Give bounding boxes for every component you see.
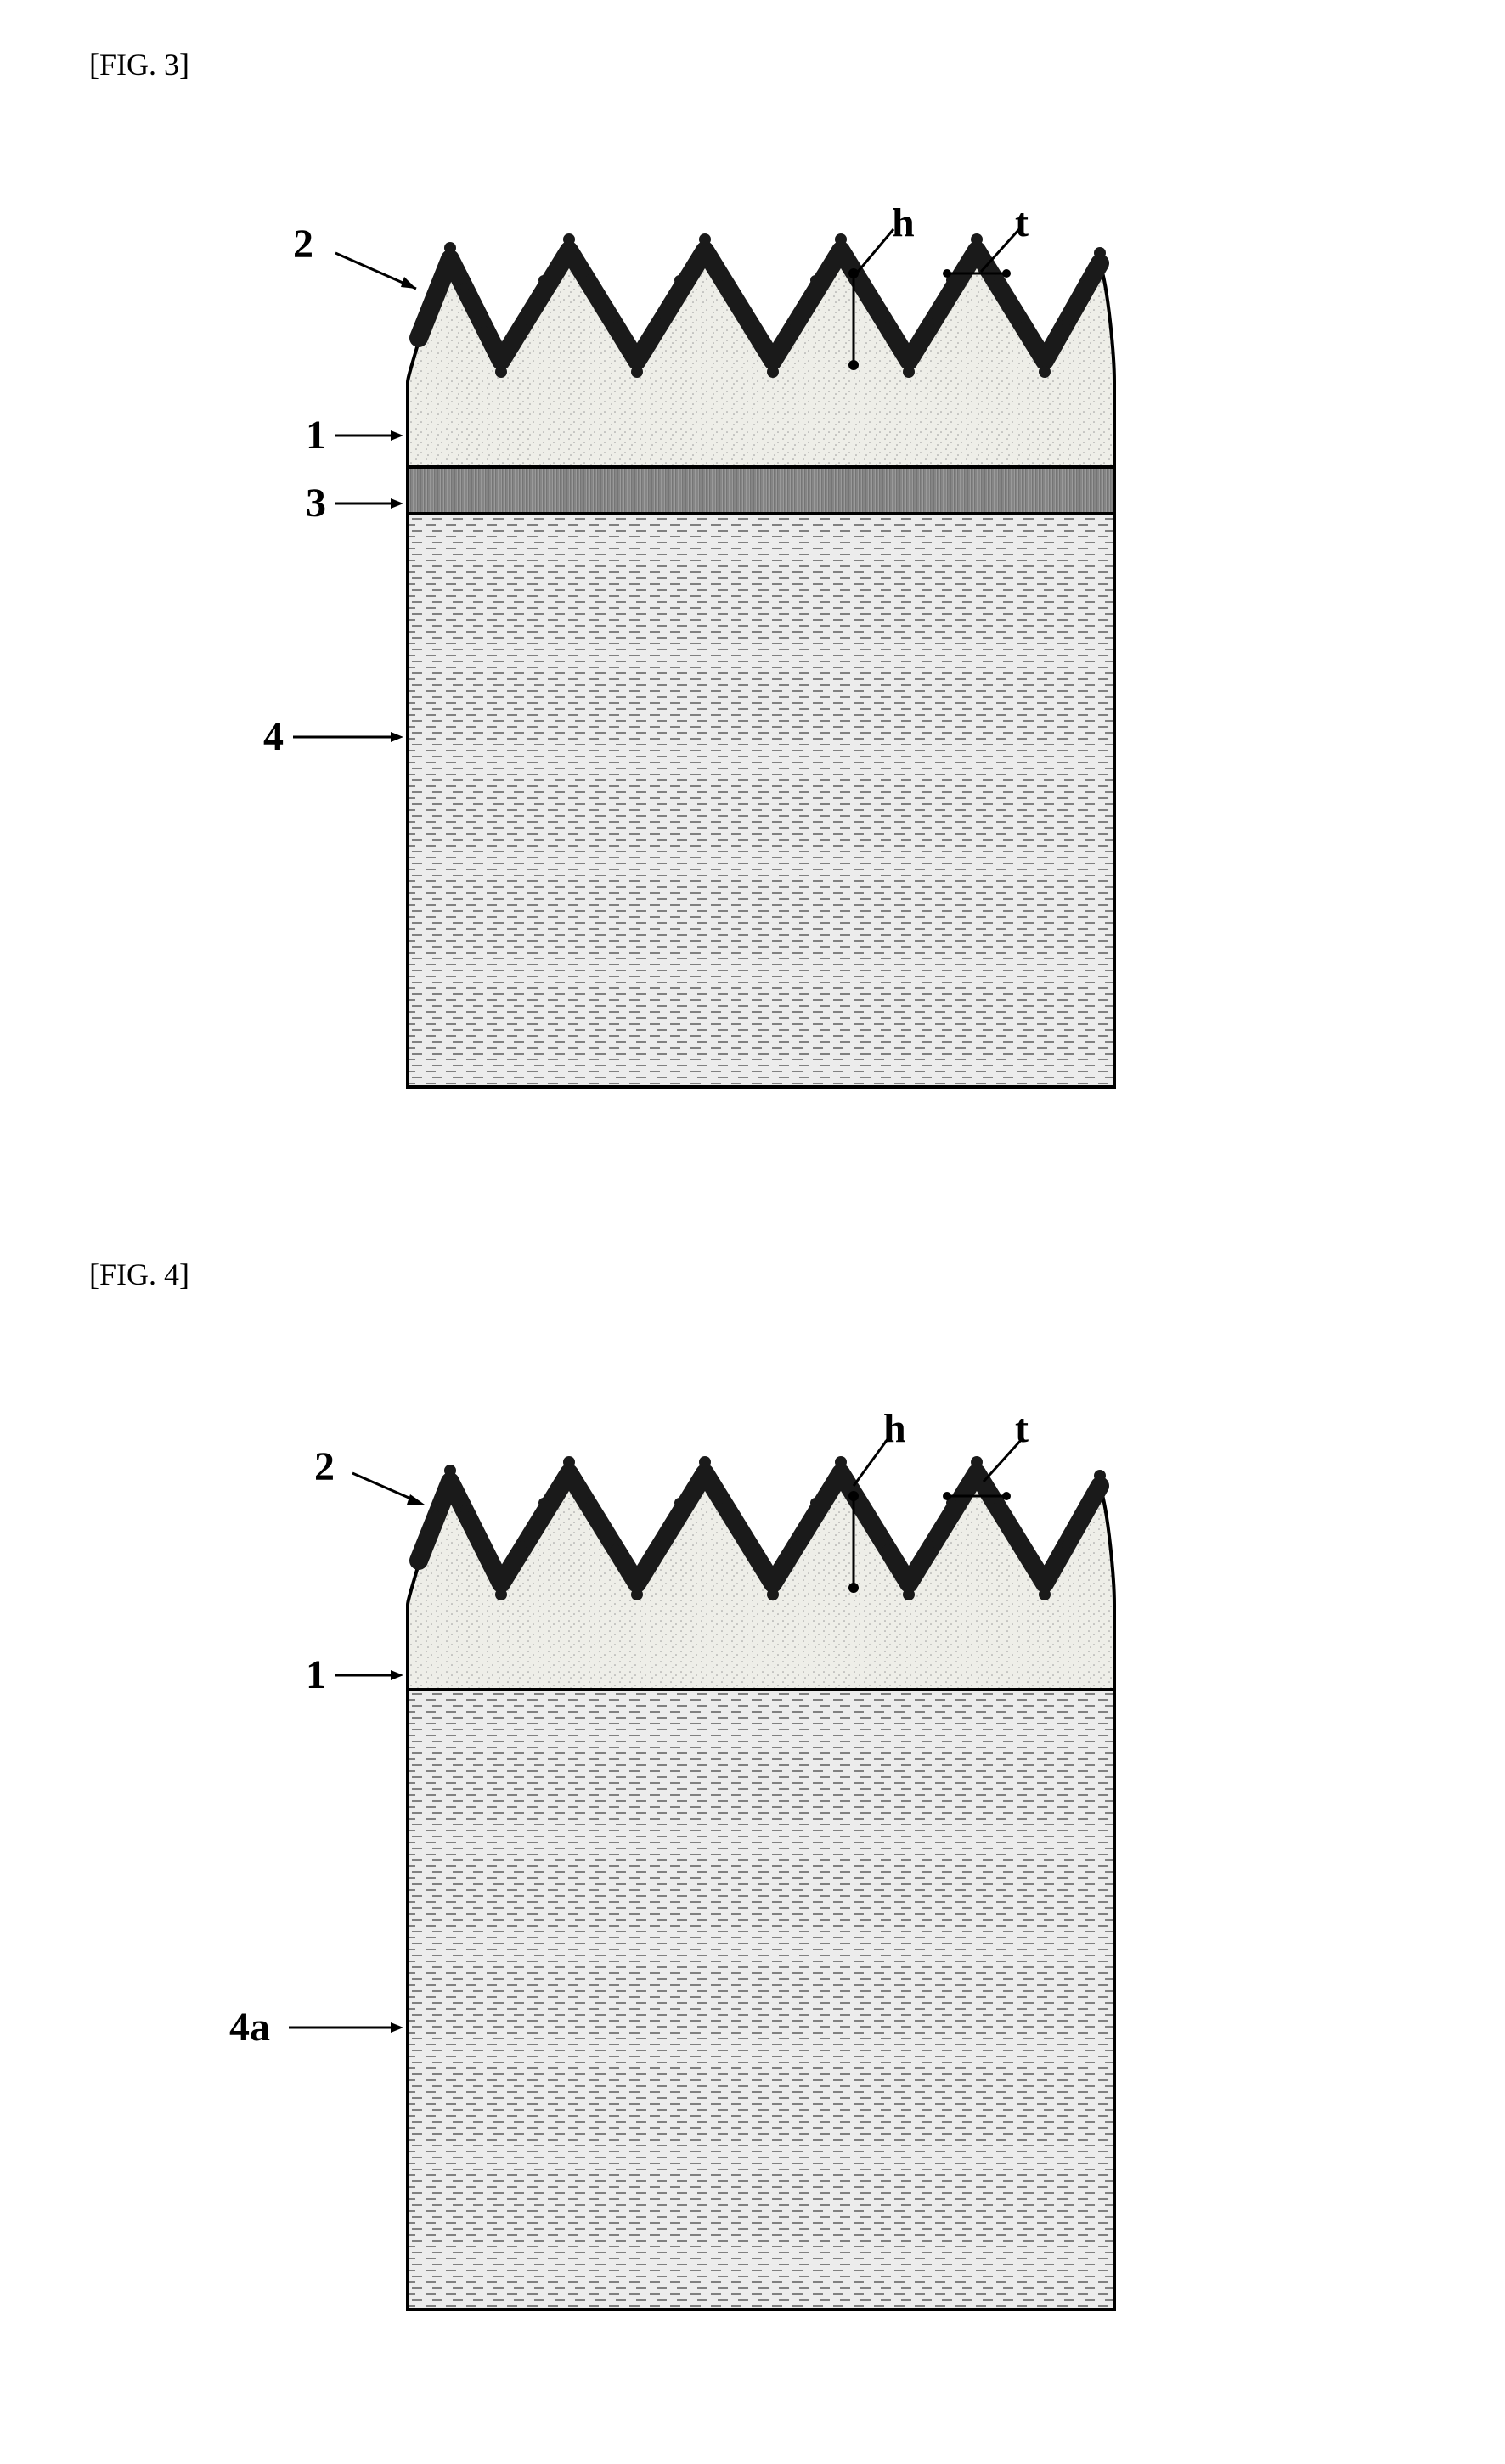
- label-2: 2: [293, 221, 313, 267]
- arrow-2-fig4: [344, 1460, 446, 1520]
- figure-3-svg: [403, 212, 1119, 1091]
- label-4: 4: [263, 713, 284, 760]
- layer-4-rect: [408, 505, 1114, 1087]
- label-4a-fig4: 4a: [229, 2004, 270, 2051]
- figure-3-label: [FIG. 3]: [89, 47, 189, 82]
- figure-4-diagram: [403, 1435, 1119, 2314]
- arrow-1: [331, 429, 416, 446]
- arrow-1-fig4: [331, 1668, 416, 1685]
- arrow-3: [331, 497, 416, 514]
- arrow-4: [289, 730, 416, 747]
- figure-4-label: [FIG. 4]: [89, 1257, 189, 1292]
- label-1-fig4: 1: [306, 1651, 326, 1698]
- figure-4-svg: [403, 1435, 1119, 2314]
- leader-t: [972, 225, 1032, 280]
- leader-h-fig4: [845, 1435, 905, 1499]
- arrow-2: [323, 238, 442, 306]
- layer-3-rect: [408, 467, 1114, 514]
- label-3: 3: [306, 480, 326, 526]
- label-1: 1: [306, 412, 326, 458]
- arrow-4a-fig4: [285, 2021, 416, 2038]
- label-2-fig4: 2: [314, 1443, 335, 1490]
- leader-h: [849, 225, 909, 284]
- layer-4a-rect: [408, 1690, 1114, 2309]
- figure-3-diagram: [403, 212, 1119, 1091]
- leader-t-fig4: [975, 1435, 1034, 1490]
